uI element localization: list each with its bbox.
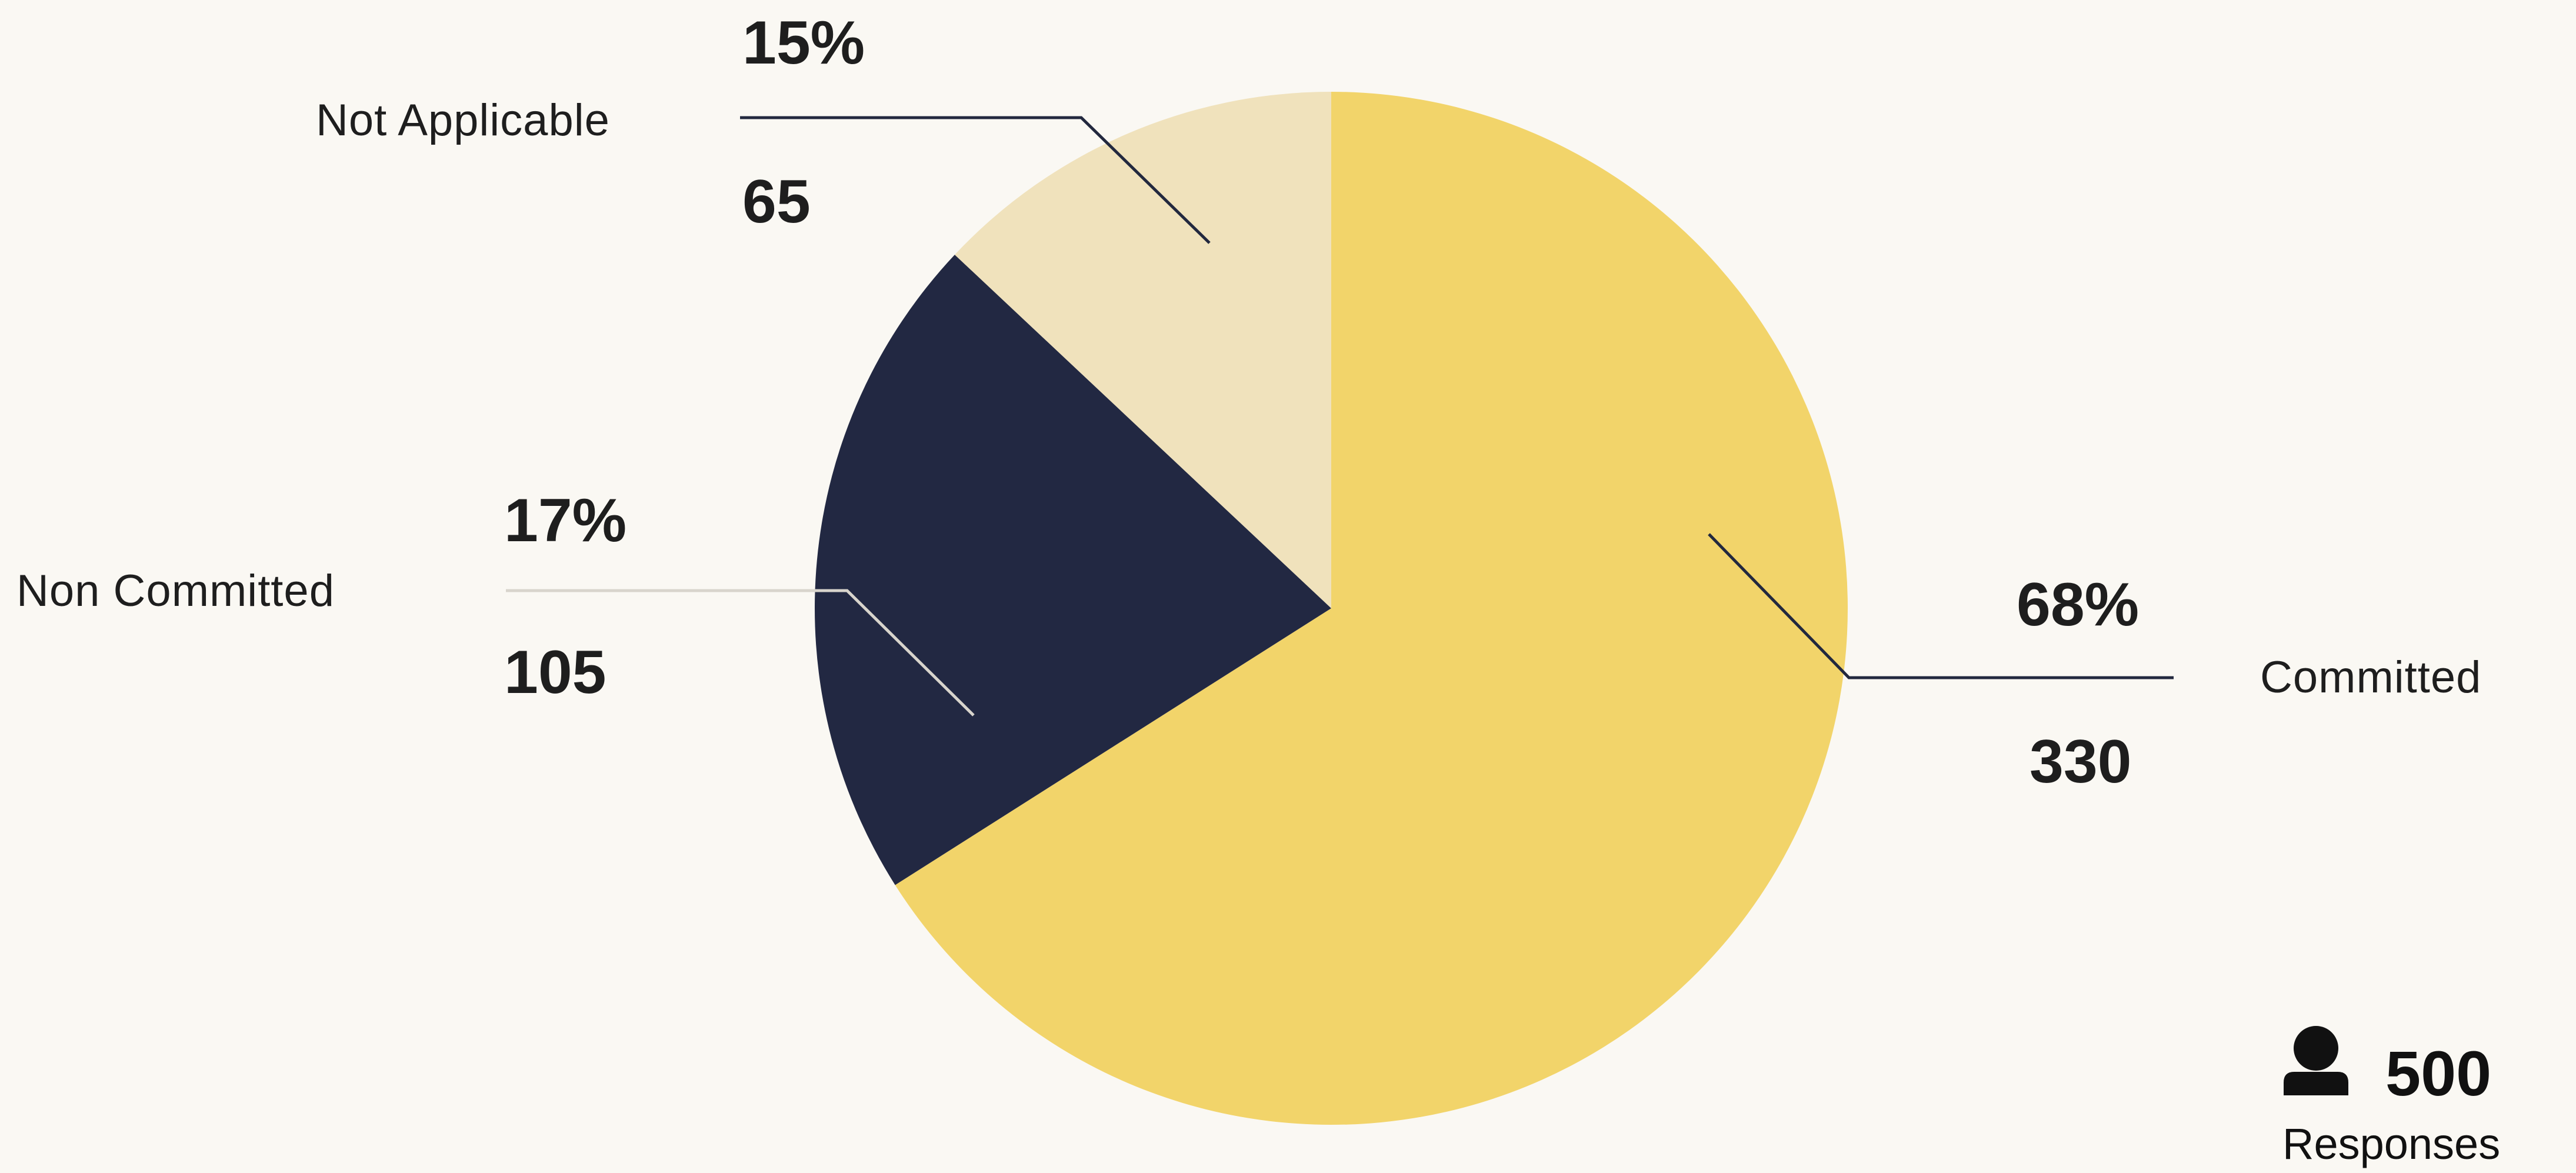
total-responses-count: 500 (2385, 1038, 2491, 1109)
not-applicable-value-label: 65 (742, 168, 811, 236)
committed-percent-label: 68% (2017, 571, 2139, 639)
not-applicable-percent-label: 15% (742, 9, 865, 77)
total-responses-label: Responses (2282, 1119, 2500, 1168)
leader-line-non-committed (506, 589, 975, 717)
non-committed-category-label: Non Committed (16, 566, 335, 616)
person-icon (2284, 1026, 2348, 1095)
committed-category-label: Committed (2260, 652, 2481, 702)
pie-slice-non-committed (815, 254, 1331, 885)
leader-line-not-applicable (740, 116, 1211, 244)
non-committed-percent-label: 17% (504, 486, 626, 555)
non-committed-value-label: 105 (504, 638, 606, 707)
committed-value-label: 330 (2030, 728, 2132, 796)
leader-line-committed (1708, 533, 2174, 679)
pie-slice-committed (895, 92, 1848, 1125)
pie-slice-not-applicable (954, 92, 1331, 608)
not-applicable-category-label: Not Applicable (316, 95, 610, 145)
leader-lines (506, 116, 2174, 717)
pie-slices (815, 92, 1848, 1125)
